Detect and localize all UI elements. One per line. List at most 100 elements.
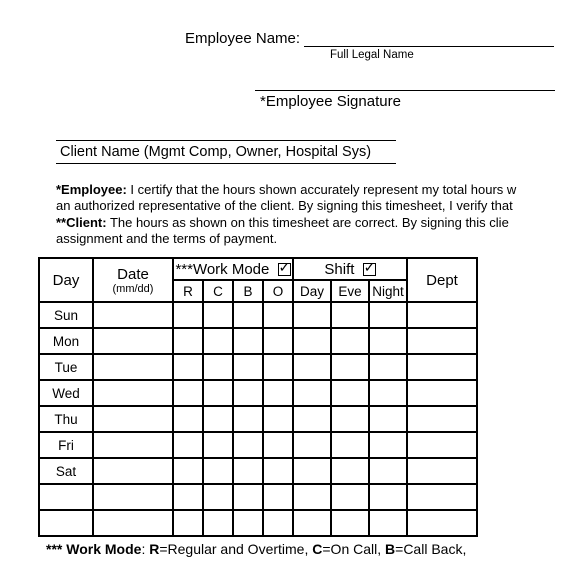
wm-cell[interactable] bbox=[233, 510, 263, 536]
shift-cell[interactable] bbox=[369, 484, 407, 510]
wm-cell[interactable] bbox=[203, 302, 233, 328]
wm-cell[interactable] bbox=[203, 328, 233, 354]
wm-cell[interactable] bbox=[173, 458, 203, 484]
shift-cell[interactable] bbox=[369, 354, 407, 380]
col-header-shift: Shift bbox=[293, 258, 407, 280]
employee-name-input-line[interactable] bbox=[304, 31, 554, 47]
wm-cell[interactable] bbox=[173, 432, 203, 458]
date-cell[interactable] bbox=[93, 510, 173, 536]
wm-cell[interactable] bbox=[233, 432, 263, 458]
dept-cell[interactable] bbox=[407, 380, 477, 406]
shift-cell[interactable] bbox=[369, 302, 407, 328]
table-row: Sat bbox=[39, 458, 477, 484]
dept-cell[interactable] bbox=[407, 432, 477, 458]
wm-cell[interactable] bbox=[203, 380, 233, 406]
date-cell[interactable] bbox=[93, 432, 173, 458]
wm-cell[interactable] bbox=[173, 302, 203, 328]
wm-cell[interactable] bbox=[263, 458, 293, 484]
shift-cell[interactable] bbox=[293, 380, 331, 406]
shift-cell[interactable] bbox=[293, 432, 331, 458]
shift-cell[interactable] bbox=[331, 432, 369, 458]
wm-cell[interactable] bbox=[263, 328, 293, 354]
date-cell[interactable] bbox=[93, 354, 173, 380]
footnote-rest: : R=Regular and Overtime, C=On Call, B=C… bbox=[141, 541, 466, 557]
wm-cell[interactable] bbox=[203, 354, 233, 380]
dept-cell[interactable] bbox=[407, 484, 477, 510]
wm-cell[interactable] bbox=[173, 328, 203, 354]
client-cert-line2: assignment and the terms of payment. bbox=[56, 231, 585, 247]
wm-cell[interactable] bbox=[233, 458, 263, 484]
shift-cell[interactable] bbox=[293, 328, 331, 354]
wm-cell[interactable] bbox=[173, 406, 203, 432]
wm-cell[interactable] bbox=[263, 510, 293, 536]
shift-cell[interactable] bbox=[293, 484, 331, 510]
wm-cell[interactable] bbox=[263, 354, 293, 380]
col-header-work-mode: ***Work Mode bbox=[173, 258, 293, 280]
shift-cell[interactable] bbox=[293, 510, 331, 536]
wm-cell[interactable] bbox=[173, 510, 203, 536]
wm-cell[interactable] bbox=[233, 328, 263, 354]
shift-text: Shift bbox=[324, 261, 354, 278]
date-cell[interactable] bbox=[93, 458, 173, 484]
wm-cell[interactable] bbox=[173, 484, 203, 510]
wm-cell[interactable] bbox=[203, 458, 233, 484]
wm-cell[interactable] bbox=[263, 406, 293, 432]
shift-checkbox[interactable] bbox=[363, 263, 376, 276]
table-row: Thu bbox=[39, 406, 477, 432]
shift-cell[interactable] bbox=[369, 380, 407, 406]
shift-cell[interactable] bbox=[293, 354, 331, 380]
work-mode-checkbox[interactable] bbox=[278, 263, 291, 276]
wm-cell[interactable] bbox=[233, 354, 263, 380]
shift-cell[interactable] bbox=[369, 328, 407, 354]
wm-cell[interactable] bbox=[173, 354, 203, 380]
shift-cell[interactable] bbox=[369, 406, 407, 432]
shift-cell[interactable] bbox=[293, 406, 331, 432]
wm-col-o: O bbox=[263, 280, 293, 302]
wm-cell[interactable] bbox=[203, 484, 233, 510]
signature-line[interactable] bbox=[255, 75, 555, 91]
shift-cell[interactable] bbox=[331, 484, 369, 510]
wm-cell[interactable] bbox=[263, 484, 293, 510]
wm-cell[interactable] bbox=[233, 302, 263, 328]
wm-cell[interactable] bbox=[263, 380, 293, 406]
shift-cell[interactable] bbox=[331, 380, 369, 406]
date-cell[interactable] bbox=[93, 484, 173, 510]
shift-cell[interactable] bbox=[331, 328, 369, 354]
wm-cell[interactable] bbox=[173, 380, 203, 406]
wm-cell[interactable] bbox=[203, 432, 233, 458]
date-header-sub: (mm/dd) bbox=[94, 283, 172, 295]
shift-cell[interactable] bbox=[369, 432, 407, 458]
date-cell[interactable] bbox=[93, 328, 173, 354]
wm-cell[interactable] bbox=[203, 510, 233, 536]
table-row bbox=[39, 510, 477, 536]
dept-cell[interactable] bbox=[407, 406, 477, 432]
date-cell[interactable] bbox=[93, 380, 173, 406]
wm-cell[interactable] bbox=[203, 406, 233, 432]
shift-cell[interactable] bbox=[331, 354, 369, 380]
dept-cell[interactable] bbox=[407, 458, 477, 484]
shift-cell[interactable] bbox=[293, 302, 331, 328]
day-cell: Mon bbox=[39, 328, 93, 354]
shift-cell[interactable] bbox=[369, 510, 407, 536]
shift-cell[interactable] bbox=[331, 406, 369, 432]
dept-cell[interactable] bbox=[407, 328, 477, 354]
wm-cell[interactable] bbox=[233, 406, 263, 432]
dept-cell[interactable] bbox=[407, 510, 477, 536]
shift-cell[interactable] bbox=[331, 302, 369, 328]
wm-cell[interactable] bbox=[233, 380, 263, 406]
shift-cell[interactable] bbox=[331, 510, 369, 536]
shift-cell[interactable] bbox=[293, 458, 331, 484]
dept-cell[interactable] bbox=[407, 354, 477, 380]
timesheet-table: Day Date (mm/dd) ***Work Mode Shift Dept… bbox=[38, 257, 478, 537]
wm-cell[interactable] bbox=[233, 484, 263, 510]
client-name-field[interactable]: Client Name (Mgmt Comp, Owner, Hospital … bbox=[56, 140, 396, 164]
full-legal-name-label: Full Legal Name bbox=[330, 49, 585, 61]
shift-cell[interactable] bbox=[369, 458, 407, 484]
shift-cell[interactable] bbox=[331, 458, 369, 484]
date-cell[interactable] bbox=[93, 406, 173, 432]
dept-cell[interactable] bbox=[407, 302, 477, 328]
work-mode-text: ***Work Mode bbox=[175, 261, 269, 278]
wm-cell[interactable] bbox=[263, 432, 293, 458]
date-cell[interactable] bbox=[93, 302, 173, 328]
wm-cell[interactable] bbox=[263, 302, 293, 328]
